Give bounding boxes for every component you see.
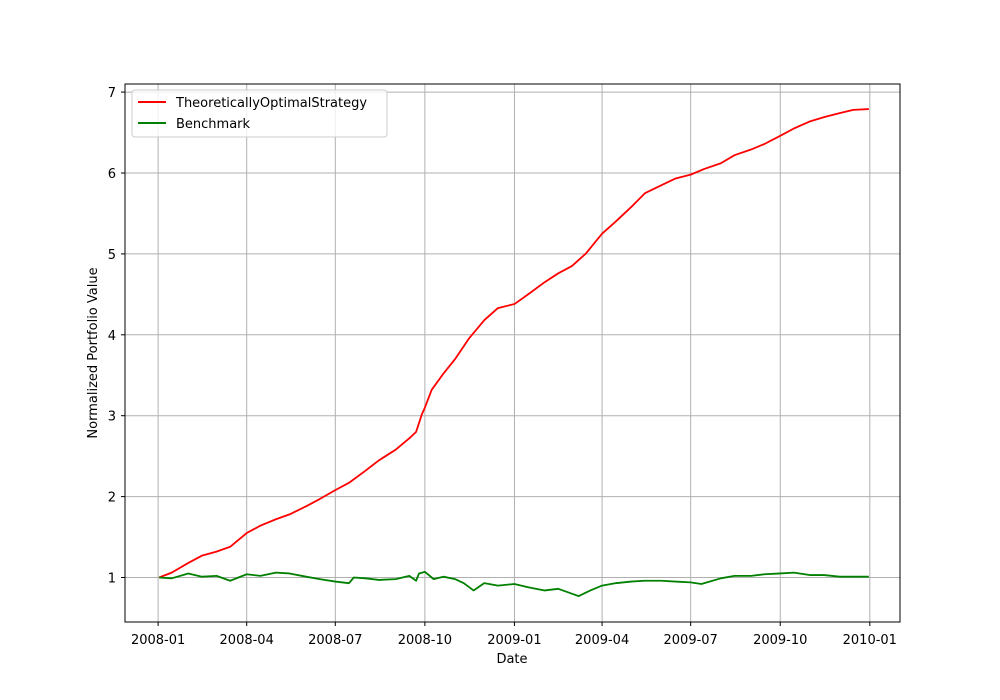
series-lines [158, 108, 869, 598]
y-tick-label: 6 [108, 167, 116, 182]
benchmark-line [159, 570, 869, 598]
x-tick-label: 2010-01 [843, 633, 897, 648]
y-axis-label: Normalized Portfolio Value [86, 267, 101, 438]
optimal-strategy-line [158, 108, 869, 579]
y-tick-label: 1 [108, 572, 116, 587]
x-axis-label: Date [496, 652, 527, 667]
plot-frame [124, 83, 901, 623]
x-tick-label: 2009-07 [664, 633, 718, 648]
y-tick-label: 3 [108, 410, 116, 425]
x-tick-label: 2008-07 [308, 633, 362, 648]
y-tick-label: 4 [108, 329, 116, 344]
grid [125, 84, 900, 622]
legend-label-optimal-strategy: TheoreticallyOptimalStrategy [175, 96, 367, 111]
x-tick-label: 2008-10 [398, 633, 452, 648]
legend-box [131, 89, 388, 138]
y-tick-label: 7 [108, 86, 116, 101]
x-tick-label: 2009-01 [487, 633, 541, 648]
y-axis-ticks: 1 2 3 4 5 6 7 [108, 86, 125, 587]
y-tick-label: 2 [108, 491, 116, 506]
x-tick-label: 2009-10 [753, 633, 807, 648]
legend: TheoreticallyOptimalStrategy Benchmark [131, 89, 388, 138]
x-axis-ticks: 2008-01 2008-04 2008-07 2008-10 2009-01 2009-… [131, 622, 897, 648]
x-tick-label: 2009-04 [575, 633, 629, 648]
x-tick-label: 2008-04 [220, 633, 274, 648]
legend-label-benchmark: Benchmark [176, 117, 251, 132]
x-tick-label: 2008-01 [131, 633, 185, 648]
y-tick-label: 5 [108, 248, 116, 263]
